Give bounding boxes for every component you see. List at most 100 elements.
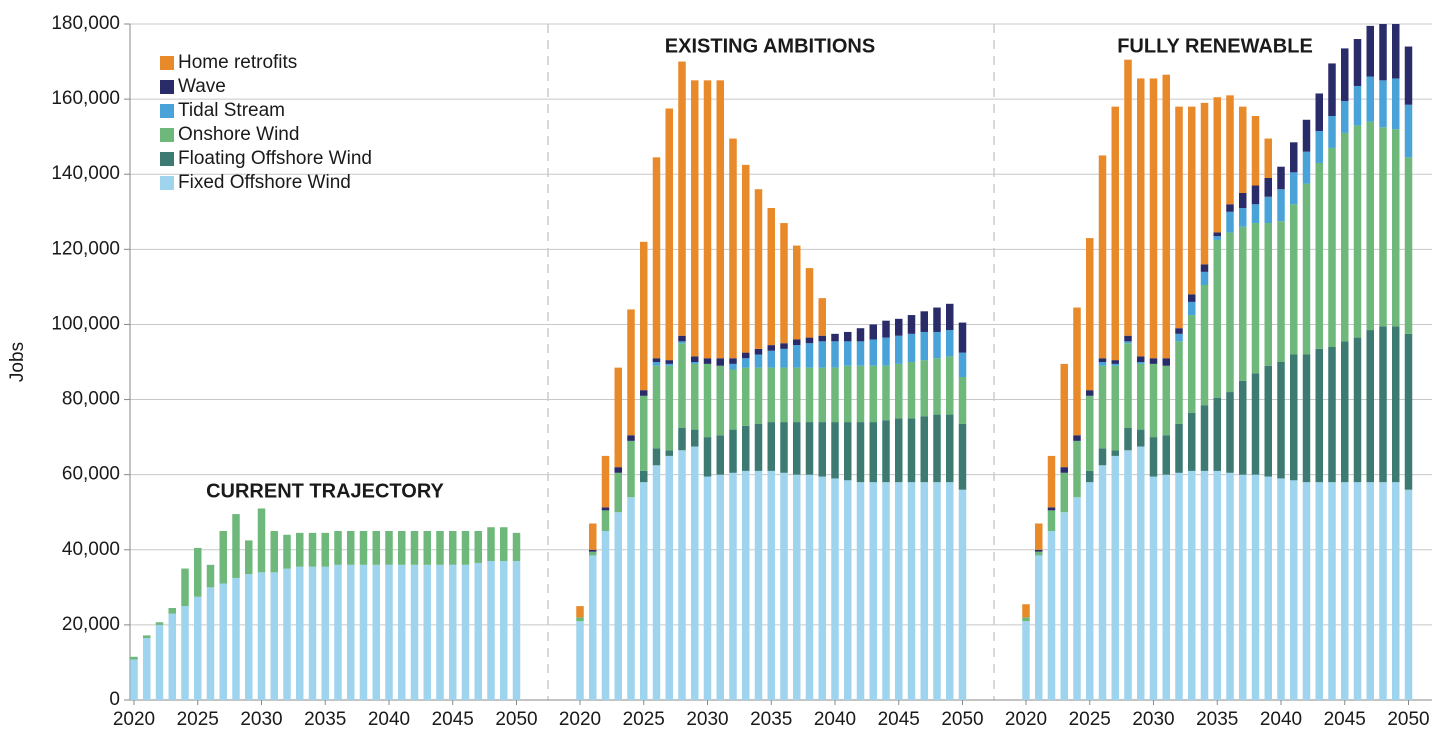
bar-segment [1086, 395, 1094, 471]
bar-segment [1098, 362, 1107, 366]
bar-segment [257, 572, 266, 700]
bar-segment [576, 617, 584, 622]
bar-segment [1073, 440, 1081, 498]
x-tick-label: 2030 [240, 709, 282, 730]
bar-segment [589, 551, 597, 556]
bar-segment [1251, 474, 1260, 700]
bar-segment [691, 363, 699, 430]
bar-segment [869, 365, 877, 423]
y-tick-label: 60,000 [62, 464, 120, 485]
bar-segment [474, 531, 482, 563]
bar-segment [1200, 285, 1209, 406]
bar-segment [487, 561, 495, 700]
bar-segment [1264, 223, 1272, 366]
bar-segment [831, 367, 839, 423]
bar-segment [805, 337, 814, 344]
bar-segment [1239, 208, 1247, 227]
bar-segment [946, 414, 954, 483]
x-tick-label: 2020 [113, 709, 155, 730]
bar-segment [194, 596, 202, 700]
bar-segment [1060, 363, 1068, 468]
x-tick-label: 2030 [1132, 709, 1174, 730]
bar-segment [500, 561, 508, 700]
bar-segment [1162, 365, 1170, 436]
x-tick-label: 2035 [1196, 709, 1238, 730]
bar-segment [1086, 482, 1094, 700]
bar-segment [665, 450, 673, 456]
bar-segment [780, 343, 788, 349]
bar-segment [640, 395, 648, 471]
y-tick-label: 140,000 [51, 163, 120, 184]
bar-segment [678, 427, 686, 451]
bar-segment [652, 358, 661, 362]
bar-segment [589, 555, 597, 700]
bar-segment [1213, 397, 1221, 471]
bars [130, 24, 1413, 700]
bar-segment [754, 423, 763, 471]
bar-segment [1341, 341, 1349, 483]
bar-segment [1366, 330, 1374, 483]
bar-segment [601, 507, 610, 511]
bar-segment [500, 527, 508, 562]
bar-segment [1302, 119, 1311, 152]
legend-label: Wave [178, 76, 226, 97]
bar-segment [1022, 604, 1030, 618]
bar-segment [1328, 346, 1336, 483]
bar-segment [882, 320, 890, 338]
bar-segment [729, 369, 737, 430]
x-tick-label: 2050 [495, 709, 537, 730]
bar-segment [1315, 162, 1323, 349]
bar-segment [920, 360, 928, 417]
bar-segment [1073, 435, 1081, 441]
bar-segment [767, 345, 775, 351]
bar-segment [1290, 142, 1298, 173]
bar-segment [1098, 155, 1107, 359]
x-tick-label: 2025 [177, 709, 219, 730]
bar-segment [780, 348, 788, 368]
bar-segment [1111, 363, 1119, 366]
bar-segment [1124, 341, 1132, 344]
bar-segment [1162, 435, 1170, 475]
bar-segment [627, 435, 635, 441]
bar-segment [742, 352, 750, 359]
bar-segment [869, 339, 877, 366]
bar-segment [614, 472, 622, 513]
bar-segment [168, 607, 176, 614]
bar-segment [1047, 455, 1056, 508]
bar-segment [946, 482, 954, 700]
bar-segment [1098, 358, 1107, 362]
bar-segment [946, 330, 954, 357]
bar-segment [512, 532, 521, 562]
bar-segment [601, 455, 610, 508]
bar-segment [1264, 138, 1272, 178]
bar-segment [665, 363, 673, 366]
bar-segment [665, 365, 673, 451]
bar-segment [1213, 97, 1221, 233]
bar-segment [1098, 465, 1107, 700]
bar-segment [1379, 24, 1387, 81]
bar-segment [257, 508, 266, 573]
bar-segment [1277, 478, 1285, 700]
bar-segment [793, 474, 801, 700]
bar-segment [652, 365, 661, 449]
y-tick-label: 100,000 [51, 313, 120, 334]
bar-segment [1149, 476, 1158, 700]
bar-segment [1328, 63, 1336, 117]
bar-segment [805, 474, 814, 700]
bar-segment [601, 531, 610, 700]
bar-segment [844, 331, 852, 342]
bar-segment [334, 564, 342, 700]
bar-segment [793, 339, 801, 346]
bar-segment [958, 489, 967, 700]
bar-segment [640, 241, 648, 391]
bar-segment [1264, 196, 1272, 224]
x-tick-label: 2040 [368, 709, 410, 730]
bar-segment [1392, 129, 1400, 327]
bar-segment [767, 350, 775, 368]
bar-segment [869, 422, 877, 483]
y-tick-label: 40,000 [62, 539, 120, 560]
bar-segment [1098, 448, 1107, 466]
bar-segment [1302, 354, 1311, 483]
bar-segment [1200, 102, 1209, 265]
bar-segment [1111, 365, 1119, 451]
